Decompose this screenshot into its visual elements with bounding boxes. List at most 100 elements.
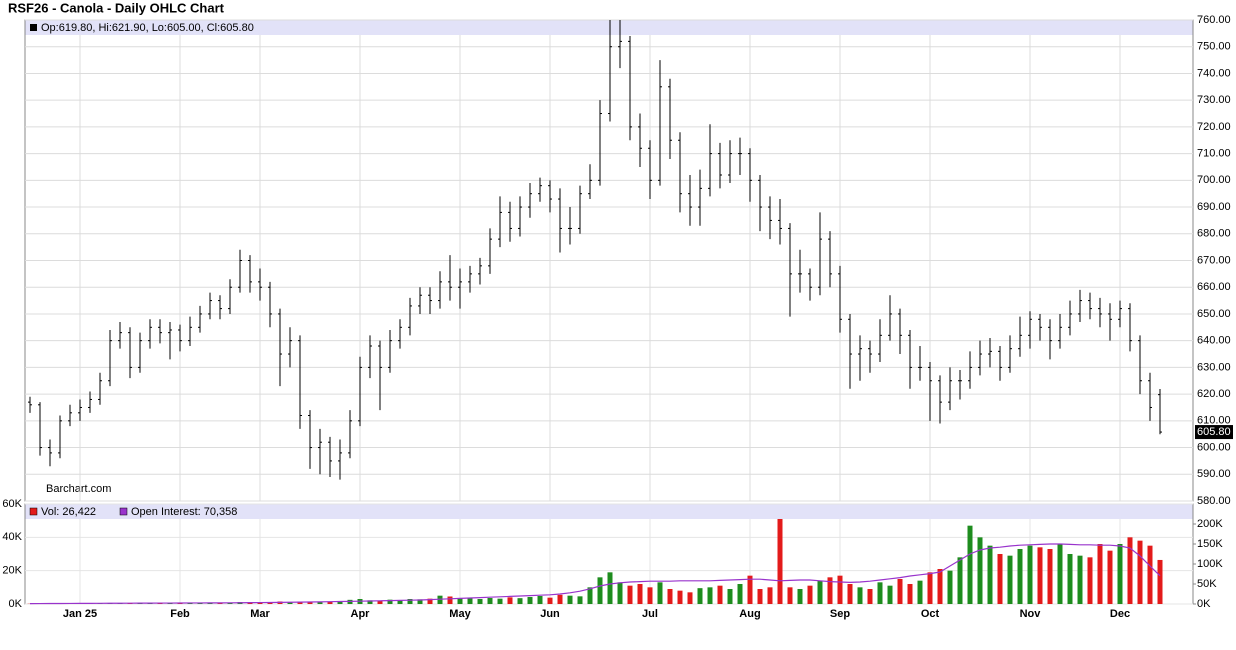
volume-bar bbox=[638, 584, 643, 604]
volume-bar bbox=[1018, 549, 1023, 604]
volume-bar bbox=[788, 587, 793, 604]
volume-bar bbox=[698, 588, 703, 604]
legend-swatch bbox=[30, 508, 37, 515]
volume-bar bbox=[678, 591, 683, 604]
volume-bar bbox=[618, 582, 623, 604]
x-tick-label: Jul bbox=[642, 608, 658, 620]
x-tick-label: Aug bbox=[739, 608, 760, 620]
volume-bar bbox=[1158, 560, 1163, 604]
y-tick-label: 680.00 bbox=[1197, 228, 1231, 240]
volume-bar bbox=[528, 597, 533, 604]
y-tick-label: 60K bbox=[2, 498, 22, 510]
volume-bar bbox=[1068, 554, 1073, 604]
info-swatch bbox=[30, 24, 37, 31]
ohlc-info: Op:619.80, Hi:621.90, Lo:605.00, Cl:605.… bbox=[41, 22, 254, 34]
volume-bar bbox=[1078, 556, 1083, 604]
volume-bar bbox=[568, 596, 573, 604]
x-tick-label: Nov bbox=[1020, 608, 1042, 620]
volume-bar bbox=[658, 582, 663, 604]
volume-bar bbox=[1088, 557, 1093, 604]
volume-bar bbox=[598, 577, 603, 604]
x-tick-label: Mar bbox=[250, 608, 270, 620]
y-tick-label: 600.00 bbox=[1197, 441, 1231, 453]
y-tick-label: 640.00 bbox=[1197, 335, 1231, 347]
y2-tick-label: 100K bbox=[1197, 558, 1223, 570]
volume-bar bbox=[978, 537, 983, 604]
volume-bar bbox=[1038, 547, 1043, 604]
volume-bar bbox=[808, 586, 813, 604]
y-tick-label: 730.00 bbox=[1197, 94, 1231, 106]
volume-bar bbox=[578, 596, 583, 604]
volume-bar bbox=[1138, 541, 1143, 604]
x-tick-label: Apr bbox=[351, 608, 371, 620]
volume-bar bbox=[688, 592, 693, 604]
y2-tick-label: 200K bbox=[1197, 518, 1223, 530]
y-tick-label: 710.00 bbox=[1197, 148, 1231, 160]
last-price-label: 605.80 bbox=[1197, 426, 1231, 438]
y-tick-label: 760.00 bbox=[1197, 14, 1231, 26]
y-tick-label: 580.00 bbox=[1197, 495, 1231, 507]
volume-bar bbox=[718, 586, 723, 604]
volume-bar bbox=[728, 589, 733, 604]
y-tick-label: 660.00 bbox=[1197, 281, 1231, 293]
y-tick-label: 670.00 bbox=[1197, 254, 1231, 266]
volume-bar bbox=[478, 599, 483, 604]
volume-bar bbox=[908, 584, 913, 604]
volume-bar bbox=[1028, 546, 1033, 604]
volume-bar bbox=[1108, 551, 1113, 604]
volume-bar bbox=[558, 595, 563, 604]
y2-tick-label: 0K bbox=[1197, 598, 1211, 610]
volume-bar bbox=[448, 597, 453, 605]
volume-bar bbox=[378, 601, 383, 604]
chart-title: RSF26 - Canola - Daily OHLC Chart bbox=[8, 0, 225, 15]
volume-bar bbox=[868, 589, 873, 604]
y-tick-label: 20K bbox=[2, 565, 22, 577]
volume-bar bbox=[998, 554, 1003, 604]
x-tick-label: Dec bbox=[1110, 608, 1130, 620]
volume-bar bbox=[768, 587, 773, 604]
y-tick-label: 590.00 bbox=[1197, 468, 1231, 480]
y-tick-label: 690.00 bbox=[1197, 201, 1231, 213]
legend-swatch bbox=[120, 508, 127, 515]
volume-bar bbox=[1048, 549, 1053, 604]
volume-bar bbox=[848, 584, 853, 604]
volume-bar bbox=[898, 579, 903, 604]
y-tick-label: 740.00 bbox=[1197, 67, 1231, 79]
y-tick-label: 700.00 bbox=[1197, 174, 1231, 186]
x-tick-label: May bbox=[449, 608, 471, 620]
volume-bar bbox=[488, 598, 493, 604]
volume-bar bbox=[1148, 546, 1153, 604]
volume-bar bbox=[798, 589, 803, 604]
volume-bar bbox=[938, 569, 943, 604]
x-tick-label: Jun bbox=[540, 608, 560, 620]
volume-bar bbox=[668, 589, 673, 604]
volume-bar bbox=[508, 597, 513, 604]
volume-bar bbox=[738, 584, 743, 604]
y2-tick-label: 150K bbox=[1197, 538, 1223, 550]
volume-bar bbox=[968, 526, 973, 604]
y-tick-label: 720.00 bbox=[1197, 121, 1231, 133]
y-tick-label: 0K bbox=[9, 598, 23, 610]
y-tick-label: 750.00 bbox=[1197, 41, 1231, 53]
volume-bar bbox=[878, 582, 883, 604]
x-tick-label: Sep bbox=[830, 608, 850, 620]
volume-bar bbox=[648, 587, 653, 604]
volume-bar bbox=[758, 589, 763, 604]
volume-bar bbox=[948, 571, 953, 604]
x-tick-label: Oct bbox=[921, 608, 940, 620]
y-tick-label: 650.00 bbox=[1197, 308, 1231, 320]
legend-label: Vol: 26,422 bbox=[41, 506, 96, 518]
y2-tick-label: 50K bbox=[1197, 578, 1217, 590]
x-tick-label: Feb bbox=[170, 608, 190, 620]
volume-bar bbox=[1008, 556, 1013, 604]
y-tick-label: 620.00 bbox=[1197, 388, 1231, 400]
legend-label: Open Interest: 70,358 bbox=[131, 506, 237, 518]
volume-bar bbox=[818, 581, 823, 604]
volume-bar bbox=[988, 546, 993, 604]
volume-bar bbox=[1058, 544, 1063, 604]
volume-bar bbox=[538, 596, 543, 604]
y-tick-label: 40K bbox=[2, 531, 22, 543]
volume-bar bbox=[1118, 544, 1123, 604]
volume-bar bbox=[518, 598, 523, 604]
